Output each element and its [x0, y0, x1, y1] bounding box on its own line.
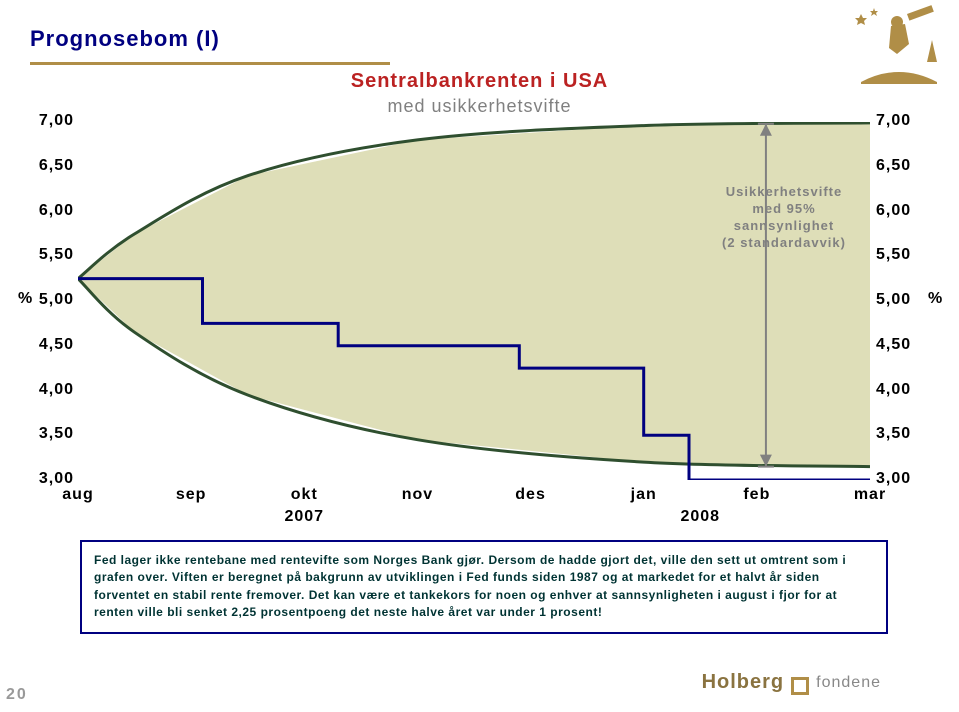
astrologer-icon: [849, 4, 939, 84]
x-tick: sep: [151, 486, 231, 504]
y-axis-left: 7,006,506,005,505,004,504,003,503,00: [4, 122, 74, 480]
y-tick-right: 6,00: [876, 202, 946, 220]
y-tick-left: 5,00: [4, 291, 74, 309]
x-tick: nov: [377, 486, 457, 504]
x-tick: aug: [38, 486, 118, 504]
caption-box: Fed lager ikke rentebane med rentevifte …: [80, 540, 888, 634]
x-year: 2007: [264, 508, 344, 526]
y-tick-right: 6,50: [876, 157, 946, 175]
slide-title: Prognosebom (I): [30, 26, 220, 52]
x-tick: okt: [264, 486, 344, 504]
annotation-line: Usikkerhetsvifte: [696, 184, 872, 201]
logo-square-icon: [791, 677, 809, 695]
y-tick-right: 4,00: [876, 381, 946, 399]
y-tick-left: 6,50: [4, 157, 74, 175]
logo-text-1: Holberg: [702, 671, 785, 694]
y-tick-right: 5,00: [876, 291, 946, 309]
x-axis: augsepoktnovdesjanfebmar20072008: [78, 486, 870, 531]
x-tick: mar: [830, 486, 910, 504]
y-tick-right: 3,50: [876, 425, 946, 443]
y-tick-left: 4,00: [4, 381, 74, 399]
title-underline: [30, 62, 390, 65]
x-tick: des: [491, 486, 571, 504]
fan-fill: [78, 123, 870, 467]
y-tick-left: 7,00: [4, 112, 74, 130]
chart-subtitle: med usikkerhetsvifte: [0, 96, 959, 117]
x-tick: jan: [604, 486, 684, 504]
y-tick-right: 5,50: [876, 246, 946, 264]
annotation-line: (2 standardavvik): [696, 235, 872, 252]
logo-text-2: fondene: [816, 674, 881, 692]
y-tick-left: 5,50: [4, 246, 74, 264]
y-tick-left: 3,50: [4, 425, 74, 443]
y-tick-right: 7,00: [876, 112, 946, 130]
uncertainty-annotation: Usikkerhetsviftemed 95%sannsynlighet(2 s…: [696, 184, 872, 252]
page-number: 20: [6, 686, 28, 704]
chart-svg: [78, 122, 870, 480]
logo: Holberg fondene: [702, 671, 881, 694]
y-tick-left: 6,00: [4, 202, 74, 220]
x-tick: feb: [717, 486, 797, 504]
annotation-line: med 95%: [696, 201, 872, 218]
annotation-line: sannsynlighet: [696, 218, 872, 235]
y-axis-right: 7,006,506,005,505,004,504,003,503,00: [876, 122, 946, 480]
chart-plot-area: [78, 122, 870, 480]
y-tick-left: 4,50: [4, 336, 74, 354]
x-year: 2008: [660, 508, 740, 526]
chart-title: Sentralbankrenten i USA: [0, 70, 959, 93]
y-tick-right: 4,50: [876, 336, 946, 354]
